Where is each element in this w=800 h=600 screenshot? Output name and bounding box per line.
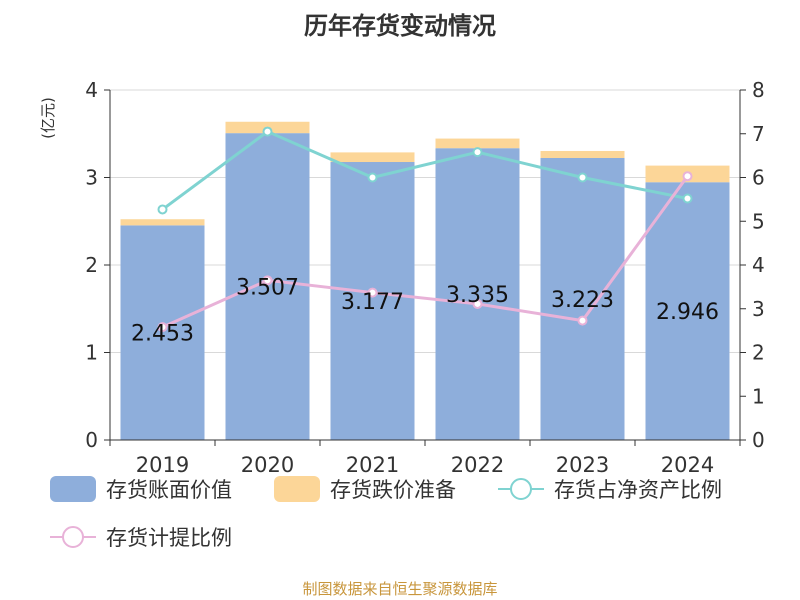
- line-provision-ratio-point: [262, 275, 273, 286]
- line-provision-ratio-point: [157, 322, 168, 333]
- x-axis-tick-label: 2019: [136, 453, 189, 477]
- right-axis-tick-label: 8: [752, 78, 765, 102]
- bar-book-value: [120, 225, 205, 440]
- x-axis-tick-label: 2021: [346, 453, 399, 477]
- bar-book-value: [645, 182, 730, 440]
- right-axis-tick-label: 3: [752, 297, 765, 321]
- left-axis-tick-label: 4: [85, 78, 98, 102]
- line-provision-ratio-point: [472, 298, 483, 309]
- bar-book-value: [225, 133, 310, 440]
- legend-item-provision[interactable]: 存货跌价准备: [274, 474, 456, 504]
- bar-provision: [540, 150, 625, 158]
- left-axis-tick-label: 2: [85, 253, 98, 277]
- line-ratio-net-assets-point: [157, 204, 168, 215]
- bar-book-value: [330, 162, 415, 440]
- legend-label-provision: 存货跌价准备: [330, 478, 456, 502]
- grid-lines: [110, 89, 740, 353]
- right-axis-tick-label: 0: [752, 428, 765, 452]
- legend-label-provision-ratio: 存货计提比例: [106, 526, 232, 550]
- left-axis-tick-label: 3: [85, 166, 98, 190]
- legend-swatch-provision: [274, 476, 320, 502]
- left-axis-unit-label: (亿元): [39, 97, 57, 139]
- line-layer: [157, 126, 693, 333]
- bar-book-value: [435, 148, 520, 440]
- left-axis-tick-label: 1: [85, 341, 98, 365]
- x-axis-tick-label: 2024: [661, 453, 714, 477]
- bar-provision: [330, 152, 415, 163]
- axis-layer: 0 1 2 3 4 0 1 2 3 4 5 6 7 8 2019 2020 2021 2022 2023 2024: [85, 78, 764, 477]
- legend-item-ratio-net-assets[interactable]: 存货占净资产比例: [498, 474, 722, 504]
- bar-layer: [120, 121, 730, 441]
- bar-data-label: 2.946: [656, 300, 719, 325]
- line-provision-ratio-point: [577, 315, 588, 326]
- bar-data-label: 3.177: [341, 290, 404, 315]
- legend-label-book-value: 存货账面价值: [106, 478, 232, 502]
- line-provision-ratio-point: [682, 171, 693, 182]
- legend-swatch-provision-ratio: [50, 526, 96, 548]
- legend-item-provision-ratio[interactable]: 存货计提比例: [50, 522, 232, 552]
- line-ratio-net-assets-point: [682, 193, 693, 204]
- source-note: 制图数据来自恒生聚源数据库: [302, 580, 498, 598]
- legend-item-book-value[interactable]: 存货账面价值: [50, 474, 232, 504]
- chart-title: 历年存货变动情况: [304, 12, 496, 40]
- right-axis-tick-label: 2: [752, 341, 765, 365]
- right-axis-tick-label: 7: [752, 122, 765, 146]
- right-axis-tick-label: 1: [752, 384, 765, 408]
- legend-label-ratio-net-assets: 存货占净资产比例: [554, 478, 722, 502]
- x-axis-tick-label: 2023: [556, 453, 609, 477]
- data-label-layer: 2.453 3.507 3.177 3.335 3.223 2.946: [131, 276, 719, 347]
- line-ratio-net-assets-point: [262, 126, 273, 137]
- bar-provision: [120, 219, 205, 226]
- line-provision-ratio: [161, 175, 689, 329]
- x-axis-tick-label: 2020: [241, 453, 294, 477]
- bar-data-label: 3.223: [551, 288, 614, 313]
- bar-provision: [435, 138, 520, 149]
- bar-book-value: [540, 157, 625, 441]
- legend-swatch-ratio-net-assets: [498, 478, 544, 500]
- line-ratio-net-assets-point: [577, 172, 588, 183]
- right-axis-tick-label: 4: [752, 253, 765, 277]
- right-axis-tick-label: 5: [752, 209, 765, 233]
- line-ratio-net-assets: [161, 129, 688, 211]
- x-axis-tick-label: 2022: [451, 453, 504, 477]
- line-ratio-net-assets-point: [472, 147, 483, 158]
- line-provision-ratio-point: [367, 287, 378, 298]
- legend-swatch-book-value: [50, 476, 96, 502]
- bar-data-label: 3.507: [236, 276, 299, 301]
- bar-data-label: 3.335: [446, 283, 509, 308]
- left-axis-tick-label: 0: [85, 428, 98, 452]
- right-axis-tick-label: 6: [752, 166, 765, 190]
- bar-data-label: 2.453: [131, 322, 194, 347]
- line-ratio-net-assets-point: [367, 172, 378, 183]
